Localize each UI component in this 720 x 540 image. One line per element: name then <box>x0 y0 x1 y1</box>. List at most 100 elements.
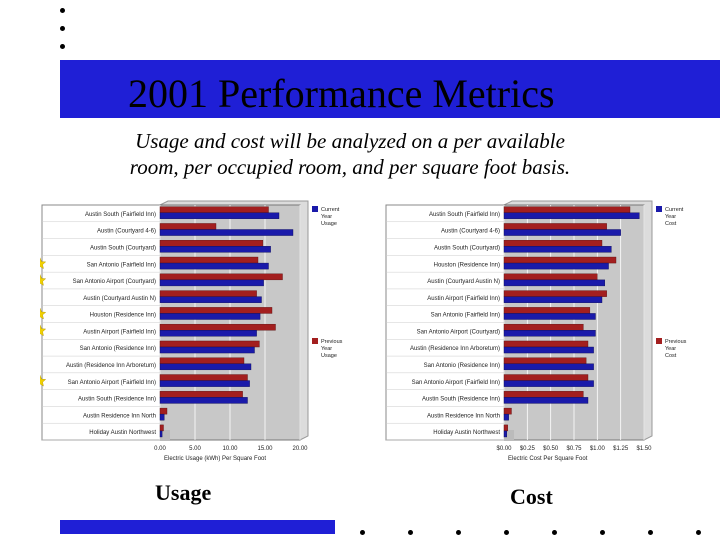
bar-current <box>159 346 255 354</box>
legend-current-swatch <box>312 206 318 212</box>
category-label: Austin South (Residence Inn) <box>422 397 500 403</box>
tick-label: $0.50 <box>543 446 559 452</box>
legend-previous-label: Year <box>665 346 676 352</box>
footer-dot <box>456 530 461 535</box>
bar-current <box>159 279 264 287</box>
tick-label: 5.00 <box>189 446 201 452</box>
category-label: San Antonio Airport (Fairfield Inn) <box>412 380 500 386</box>
bar-previous <box>503 273 598 281</box>
bar-previous <box>503 307 591 314</box>
category-label: San Antonio (Residence Inn) <box>424 363 500 369</box>
bar-previous <box>159 357 245 364</box>
usage-chart: Austin South (Fairfield Inn) Austin (Cour… <box>40 200 343 462</box>
legend-current-label: Current <box>665 207 684 213</box>
star-marker <box>40 324 47 337</box>
footer-dot <box>648 530 653 535</box>
bar-previous <box>159 206 269 213</box>
category-label: Houston (Residence Inn) <box>434 262 500 268</box>
bar-current <box>503 262 609 270</box>
bar-previous <box>159 374 248 381</box>
subtitle-line-1: Usage and cost will be analyzed on a per… <box>135 129 565 153</box>
bar-previous <box>503 256 617 264</box>
bar-current <box>159 313 261 320</box>
footer-dot <box>696 530 701 535</box>
bar-previous <box>159 340 260 348</box>
category-label: Austin South (Fairfield Inn) <box>429 212 500 218</box>
bar-previous <box>503 223 607 230</box>
bar-previous <box>503 391 584 398</box>
category-label: Austin (Courtyard Austin N) <box>83 296 156 302</box>
bar-previous <box>503 424 508 432</box>
category-label: Austin (Courtyard 4-6) <box>441 229 500 235</box>
slide-subtitle: Usage and cost will be analyzed on a per… <box>100 128 600 180</box>
tick-label: $1.25 <box>613 446 629 452</box>
category-label: San Antonio (Residence Inn) <box>80 346 156 352</box>
bar-current <box>159 246 271 253</box>
category-label: Holiday Austin Northwest <box>433 430 500 436</box>
legend-previous-swatch <box>656 338 662 344</box>
tick-label: 20.00 <box>292 446 308 452</box>
slide-title: 2001 Performance Metrics <box>128 71 555 116</box>
bar-previous <box>503 407 512 415</box>
bar-previous <box>503 206 631 213</box>
bar-current <box>503 296 603 303</box>
bullet-dot <box>60 44 65 49</box>
subtitle-line-2: room, per occupied room, and per square … <box>129 155 571 179</box>
category-label: Austin South (Residence Inn) <box>78 397 156 403</box>
legend-current-label: Year <box>665 214 676 220</box>
bar-previous <box>159 323 276 331</box>
footer-dot <box>552 530 557 535</box>
bullet-dot <box>60 26 65 31</box>
legend-current-label: Year <box>321 214 332 220</box>
x-axis-label: Electric Cost Per Square Foot <box>508 456 588 462</box>
usage-caption: Usage <box>155 480 212 505</box>
bar-previous <box>159 240 264 247</box>
category-label: Austin Residence Inn North <box>427 413 500 419</box>
bar-current <box>159 229 294 236</box>
footer-dot <box>408 530 413 535</box>
cost-caption: Cost <box>510 484 553 509</box>
category-label: Austin South (Fairfield Inn) <box>85 212 156 218</box>
legend-previous-swatch <box>312 338 318 344</box>
category-label: Austin Airport (Fairfield Inn) <box>427 296 500 302</box>
category-label: Holiday Austin Northwest <box>89 430 156 436</box>
bullet-dot <box>60 8 65 13</box>
star-marker <box>40 374 47 387</box>
category-label: Austin South (Courtyard) <box>90 245 156 251</box>
category-label: Austin (Courtyard Austin N) <box>427 279 500 285</box>
bar-current <box>503 212 640 219</box>
legend-previous-label: Year <box>321 346 332 352</box>
tick-label: 0.00 <box>154 446 166 452</box>
category-label: San Antonio Airport (Courtyard) <box>417 329 500 335</box>
tick-label: $0.75 <box>566 446 582 452</box>
category-label: San Antonio (Fairfield Inn) <box>431 313 500 319</box>
bar-current <box>503 330 596 337</box>
category-label: Austin Residence Inn North <box>83 413 156 419</box>
bar-current <box>159 363 252 371</box>
bar-current <box>503 279 606 287</box>
category-label: Houston (Residence Inn) <box>90 313 156 319</box>
legend-previous-label: Usage <box>321 353 337 359</box>
tick-label: 15.00 <box>257 446 273 452</box>
bar-previous <box>159 391 243 398</box>
bar-current <box>159 330 257 337</box>
star-marker <box>40 307 47 320</box>
bar-previous <box>503 240 603 247</box>
bar-previous <box>159 290 257 297</box>
bar-current <box>503 430 507 438</box>
category-label: San Antonio Airport (Fairfield Inn) <box>68 380 156 386</box>
star-marker <box>40 273 47 286</box>
bar-previous <box>503 374 589 381</box>
plot-floor <box>160 430 170 440</box>
legend-current-label: Current <box>321 207 340 213</box>
bar-current <box>503 229 621 236</box>
bar-previous <box>159 307 273 314</box>
bar-current <box>159 262 269 270</box>
bar-current <box>503 397 589 404</box>
legend-current-label: Usage <box>321 221 337 227</box>
category-label: Austin (Residence Inn Arboretum) <box>66 363 156 369</box>
bar-current <box>503 313 596 320</box>
category-label: Austin Airport (Fairfield Inn) <box>83 329 156 335</box>
bottom-band <box>60 520 335 534</box>
cost-chart: Austin South (Fairfield Inn) Austin (Cour… <box>385 200 687 462</box>
